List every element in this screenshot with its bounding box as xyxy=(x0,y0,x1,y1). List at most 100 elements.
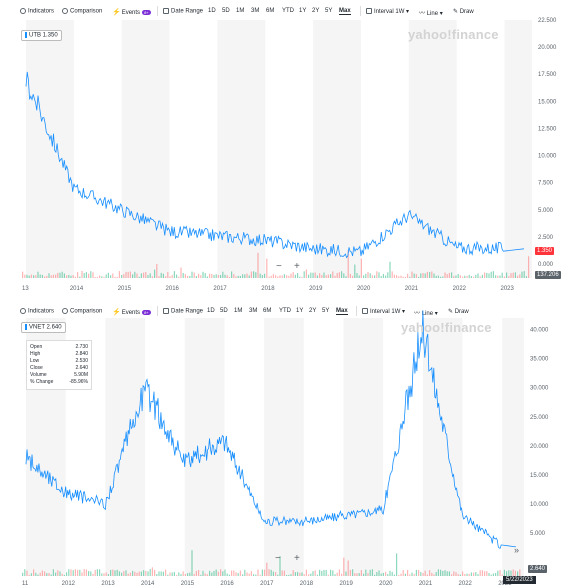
ticker-label: VNET 2.640 xyxy=(21,322,66,333)
volume-bar xyxy=(79,276,81,278)
price-chart-utb[interactable]: 13 2014 2015 2016 2017 2018 2019 2020 2021 2022 20… xyxy=(0,0,571,292)
indicators-button[interactable]: Indicators xyxy=(20,308,54,315)
range-max[interactable]: Max xyxy=(336,308,348,315)
volume-bar xyxy=(369,273,371,278)
volume-bar xyxy=(409,276,411,278)
volume-bar xyxy=(475,274,477,278)
volume-bar xyxy=(169,276,171,278)
volume-bar xyxy=(253,271,255,278)
volume-bar xyxy=(222,271,224,278)
range-1d[interactable]: 1D xyxy=(207,308,215,314)
volume-bar xyxy=(404,276,406,278)
volume-bar xyxy=(512,272,514,278)
volume-bar xyxy=(198,570,200,576)
interval-button[interactable]: Interval 1W ▾ xyxy=(362,308,405,315)
volume-bar xyxy=(140,273,142,278)
volume-bar xyxy=(400,573,402,576)
range-1y[interactable]: 1Y xyxy=(299,8,307,14)
volume-bar xyxy=(178,276,180,278)
volume-bar xyxy=(292,272,294,278)
volume-bar xyxy=(334,275,336,278)
volume-bar xyxy=(398,574,400,576)
range-ytd[interactable]: YTD xyxy=(279,308,291,314)
volume-bar xyxy=(118,271,120,278)
volume-bar xyxy=(57,570,59,576)
price-chart-vnet[interactable]: 11 2012 2013 2014 2015 2016 2017 2018 2019 2020 20… xyxy=(0,300,571,587)
expand-icon[interactable]: » xyxy=(514,545,520,555)
volume-bar xyxy=(323,272,325,278)
volume-bar xyxy=(451,574,453,576)
x-tick-label: 2014 xyxy=(70,286,84,292)
volume-bar xyxy=(499,570,501,576)
volume-bar xyxy=(321,274,323,278)
volume-bar xyxy=(457,574,459,576)
volume-bar xyxy=(391,571,393,576)
range-5d[interactable]: 5D xyxy=(222,8,230,14)
range-1d[interactable]: 1D xyxy=(208,8,216,14)
zoom-out-button[interactable]: − xyxy=(275,553,281,564)
year-band xyxy=(422,318,463,576)
volume-bar xyxy=(431,572,433,576)
volume-bar xyxy=(81,572,83,576)
zoom-out-button[interactable]: − xyxy=(276,261,282,272)
range-5d[interactable]: 5D xyxy=(220,308,228,314)
volume-bar xyxy=(495,275,497,278)
year-band xyxy=(184,318,225,576)
range-ytd[interactable]: YTD xyxy=(282,8,294,14)
range-6m[interactable]: 6M xyxy=(263,308,272,314)
line-type-button[interactable]: 〰 Line ▾ xyxy=(419,11,443,17)
volume-bar xyxy=(33,569,35,576)
range-1m[interactable]: 1M xyxy=(236,8,245,14)
interval-button[interactable]: Interval 1W ▾ xyxy=(366,8,409,15)
volume-bar xyxy=(352,569,354,576)
range-5y[interactable]: 5Y xyxy=(322,308,330,314)
y-tick-label: 22.500 xyxy=(538,18,557,24)
comparison-button[interactable]: Comparison xyxy=(62,308,102,315)
zoom-in-button[interactable]: + xyxy=(294,261,300,272)
volume-bar xyxy=(371,569,373,576)
volume-bar xyxy=(519,569,521,576)
interval-icon xyxy=(366,8,372,15)
range-3m[interactable]: 3M xyxy=(249,308,258,314)
volume-bar xyxy=(85,272,87,278)
volume-bar xyxy=(319,273,321,278)
range-max[interactable]: Max xyxy=(339,8,351,15)
volume-bar xyxy=(378,272,380,278)
volume-bar xyxy=(517,275,519,278)
volume-bar xyxy=(409,574,411,576)
range-3m[interactable]: 3M xyxy=(251,8,260,14)
year-band xyxy=(504,20,532,278)
range-1y[interactable]: 1Y xyxy=(296,308,304,314)
volume-bar xyxy=(466,275,468,278)
x-tick-label: 2015 xyxy=(118,286,132,292)
volume-bar xyxy=(94,569,96,576)
x-tick-label: 11 xyxy=(22,581,29,587)
volume-bar xyxy=(200,275,202,278)
draw-button[interactable]: ✎ Draw xyxy=(453,9,474,15)
volume-bar xyxy=(24,569,26,576)
volume-bar xyxy=(272,274,274,278)
events-button[interactable]: ⚡Events 8+ xyxy=(112,9,151,16)
volume-bar xyxy=(286,574,288,576)
events-button[interactable]: ⚡Events 8+ xyxy=(112,309,151,316)
x-tick-label: 2021 xyxy=(419,581,433,587)
zoom-in-button[interactable]: + xyxy=(294,553,300,564)
range-2y[interactable]: 2Y xyxy=(309,308,317,314)
draw-button[interactable]: ✎ Draw xyxy=(448,309,469,315)
x-tick-label: 2018 xyxy=(300,581,314,587)
volume-bar xyxy=(206,574,208,576)
x-tick-label: 2016 xyxy=(220,581,234,587)
volume-bar xyxy=(57,272,59,278)
range-6m[interactable]: 6M xyxy=(266,8,275,14)
comparison-button[interactable]: Comparison xyxy=(62,8,102,15)
date-range-button[interactable]: Date Range xyxy=(163,8,203,15)
volume-bar xyxy=(514,570,516,576)
indicators-button[interactable]: Indicators xyxy=(20,8,54,15)
line-type-button[interactable]: 〰 Line ▾ xyxy=(414,311,438,317)
volume-bar xyxy=(242,274,244,278)
range-1m[interactable]: 1M xyxy=(234,308,243,314)
range-2y[interactable]: 2Y xyxy=(312,8,320,14)
date-range-button[interactable]: Date Range xyxy=(163,308,203,315)
y-tick-label: 17.500 xyxy=(538,72,557,78)
range-5y[interactable]: 5Y xyxy=(325,8,333,14)
